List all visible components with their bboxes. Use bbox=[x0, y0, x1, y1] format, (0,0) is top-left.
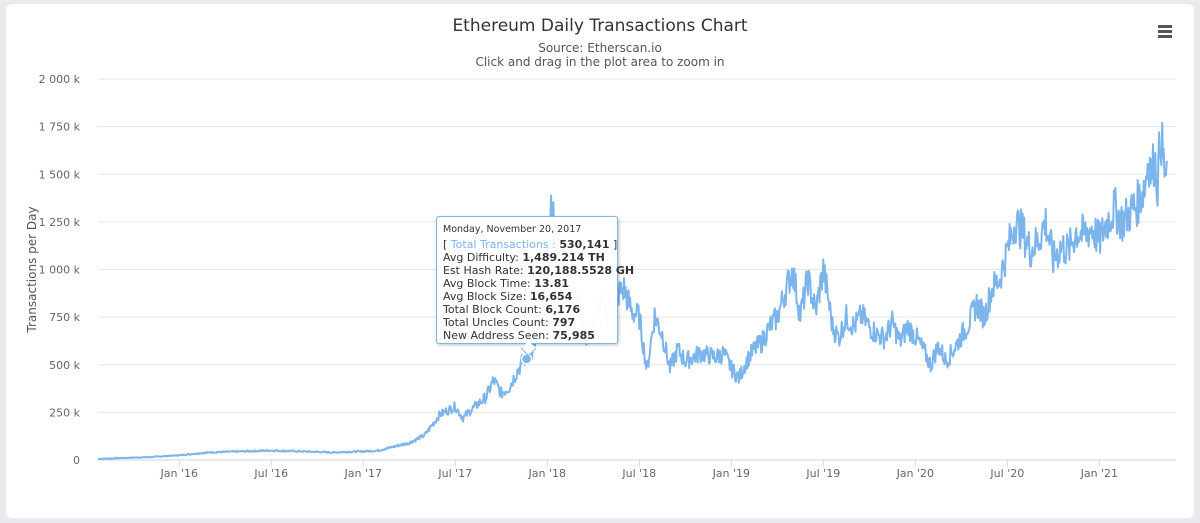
x-tick-label: Jan '19 bbox=[712, 467, 750, 480]
x-tick-label: Jul '20 bbox=[989, 467, 1024, 480]
chart-subtitle: Source: Etherscan.io bbox=[538, 41, 662, 55]
x-tick-label: Jan '17 bbox=[344, 467, 382, 480]
x-tick-label: Jul '17 bbox=[437, 467, 472, 480]
tooltip-row: Avg Block Size: 16,654 bbox=[443, 290, 611, 303]
tooltip-row-value: 1,489.214 TH bbox=[522, 251, 605, 264]
y-tick-label: 500 k bbox=[49, 359, 80, 372]
chart-title: Ethereum Daily Transactions Chart bbox=[452, 16, 748, 36]
tooltip-row: Avg Block Time: 13.81 bbox=[443, 277, 611, 290]
tooltip-row: Total Uncles Count: 797 bbox=[443, 316, 611, 329]
tooltip-series-value: 530,141 bbox=[559, 238, 610, 251]
y-tick-label: 1 500 k bbox=[39, 168, 81, 181]
menu-bar bbox=[1158, 25, 1172, 28]
series-line-total-transactions[interactable] bbox=[97, 121, 1168, 461]
tooltip-row-value: 16,654 bbox=[529, 290, 573, 303]
y-axis-label: Transactions per Day bbox=[25, 206, 39, 333]
tooltip-row-label: Total Uncles Count: bbox=[443, 316, 553, 329]
tooltip-row-value: 120,188.5528 GH bbox=[527, 264, 635, 277]
y-tick-label: 1 250 k bbox=[39, 216, 81, 229]
tooltip-rows: Avg Difficulty: 1,489.214 TH Est Hash Rat… bbox=[443, 251, 634, 342]
x-tick-label: Jul '18 bbox=[621, 467, 656, 480]
tooltip-row-value: 797 bbox=[552, 316, 576, 329]
x-tick-label: Jan '21 bbox=[1080, 467, 1118, 480]
tooltip-row-value: 6,176 bbox=[545, 303, 581, 316]
tooltip-row: Total Block Count: 6,176 bbox=[443, 303, 611, 316]
tooltip-row-label: New Address Seen: bbox=[443, 329, 553, 342]
y-tick-label: 250 k bbox=[49, 406, 80, 419]
y-tick-label: 1 750 k bbox=[39, 121, 81, 134]
tooltip-row-label: Avg Block Size: bbox=[443, 290, 530, 303]
hamburger-menu-icon[interactable] bbox=[1153, 22, 1179, 42]
x-tick-label: Jan '16 bbox=[160, 467, 198, 480]
x-tick-label: Jul '19 bbox=[805, 467, 840, 480]
series-group bbox=[97, 121, 1168, 461]
highlighted-data-point[interactable] bbox=[520, 353, 533, 365]
y-axis-ticks: 0 250 k 500 k 750 k 1 000 k 1 250 k 1 500 k 1 7… bbox=[39, 73, 81, 467]
tooltip-row-label: Est Hash Rate: bbox=[443, 264, 528, 277]
y-tick-label: 2 000 k bbox=[39, 73, 81, 86]
menu-bar bbox=[1158, 35, 1172, 38]
tooltip-row-value: 75,985 bbox=[552, 329, 595, 342]
x-tick-label: Jul '16 bbox=[253, 467, 288, 480]
tooltip-row: New Address Seen: 75,985 bbox=[443, 329, 611, 342]
data-tooltip: Monday, November 20, 2017 [ Total Transa… bbox=[436, 216, 634, 357]
chart-zoom-hint: Click and drag in the plot area to zoom … bbox=[475, 55, 725, 69]
tooltip-row: Est Hash Rate: 120,188.5528 GH bbox=[443, 264, 634, 277]
menu-bar bbox=[1158, 30, 1172, 33]
tooltip-date: Monday, November 20, 2017 bbox=[443, 224, 582, 235]
y-tick-label: 750 k bbox=[49, 311, 80, 324]
grid-lines bbox=[98, 78, 1176, 461]
tooltip-row-label: Avg Block Time: bbox=[443, 277, 535, 290]
x-tick-label: Jan '20 bbox=[896, 467, 934, 480]
tooltip-series-row: [ Total Transactions : 530,141 ] bbox=[443, 238, 618, 251]
x-tick-label: Jan '18 bbox=[528, 467, 566, 480]
tooltip-row-label: Total Block Count: bbox=[443, 303, 546, 316]
y-tick-label: 1 000 k bbox=[39, 264, 81, 277]
tooltip-series-label: Total Transactions bbox=[450, 238, 549, 251]
tooltip-row-value: 13.81 bbox=[534, 277, 570, 290]
x-axis-ticks: Jan '16 Jul '16 Jan '17 Jul '17 Jan '18 Jul '… bbox=[160, 460, 1118, 480]
tooltip-row-label: Avg Difficulty: bbox=[443, 251, 523, 264]
y-tick-label: 0 bbox=[73, 454, 80, 467]
tooltip-row: Avg Difficulty: 1,489.214 TH bbox=[443, 251, 611, 264]
